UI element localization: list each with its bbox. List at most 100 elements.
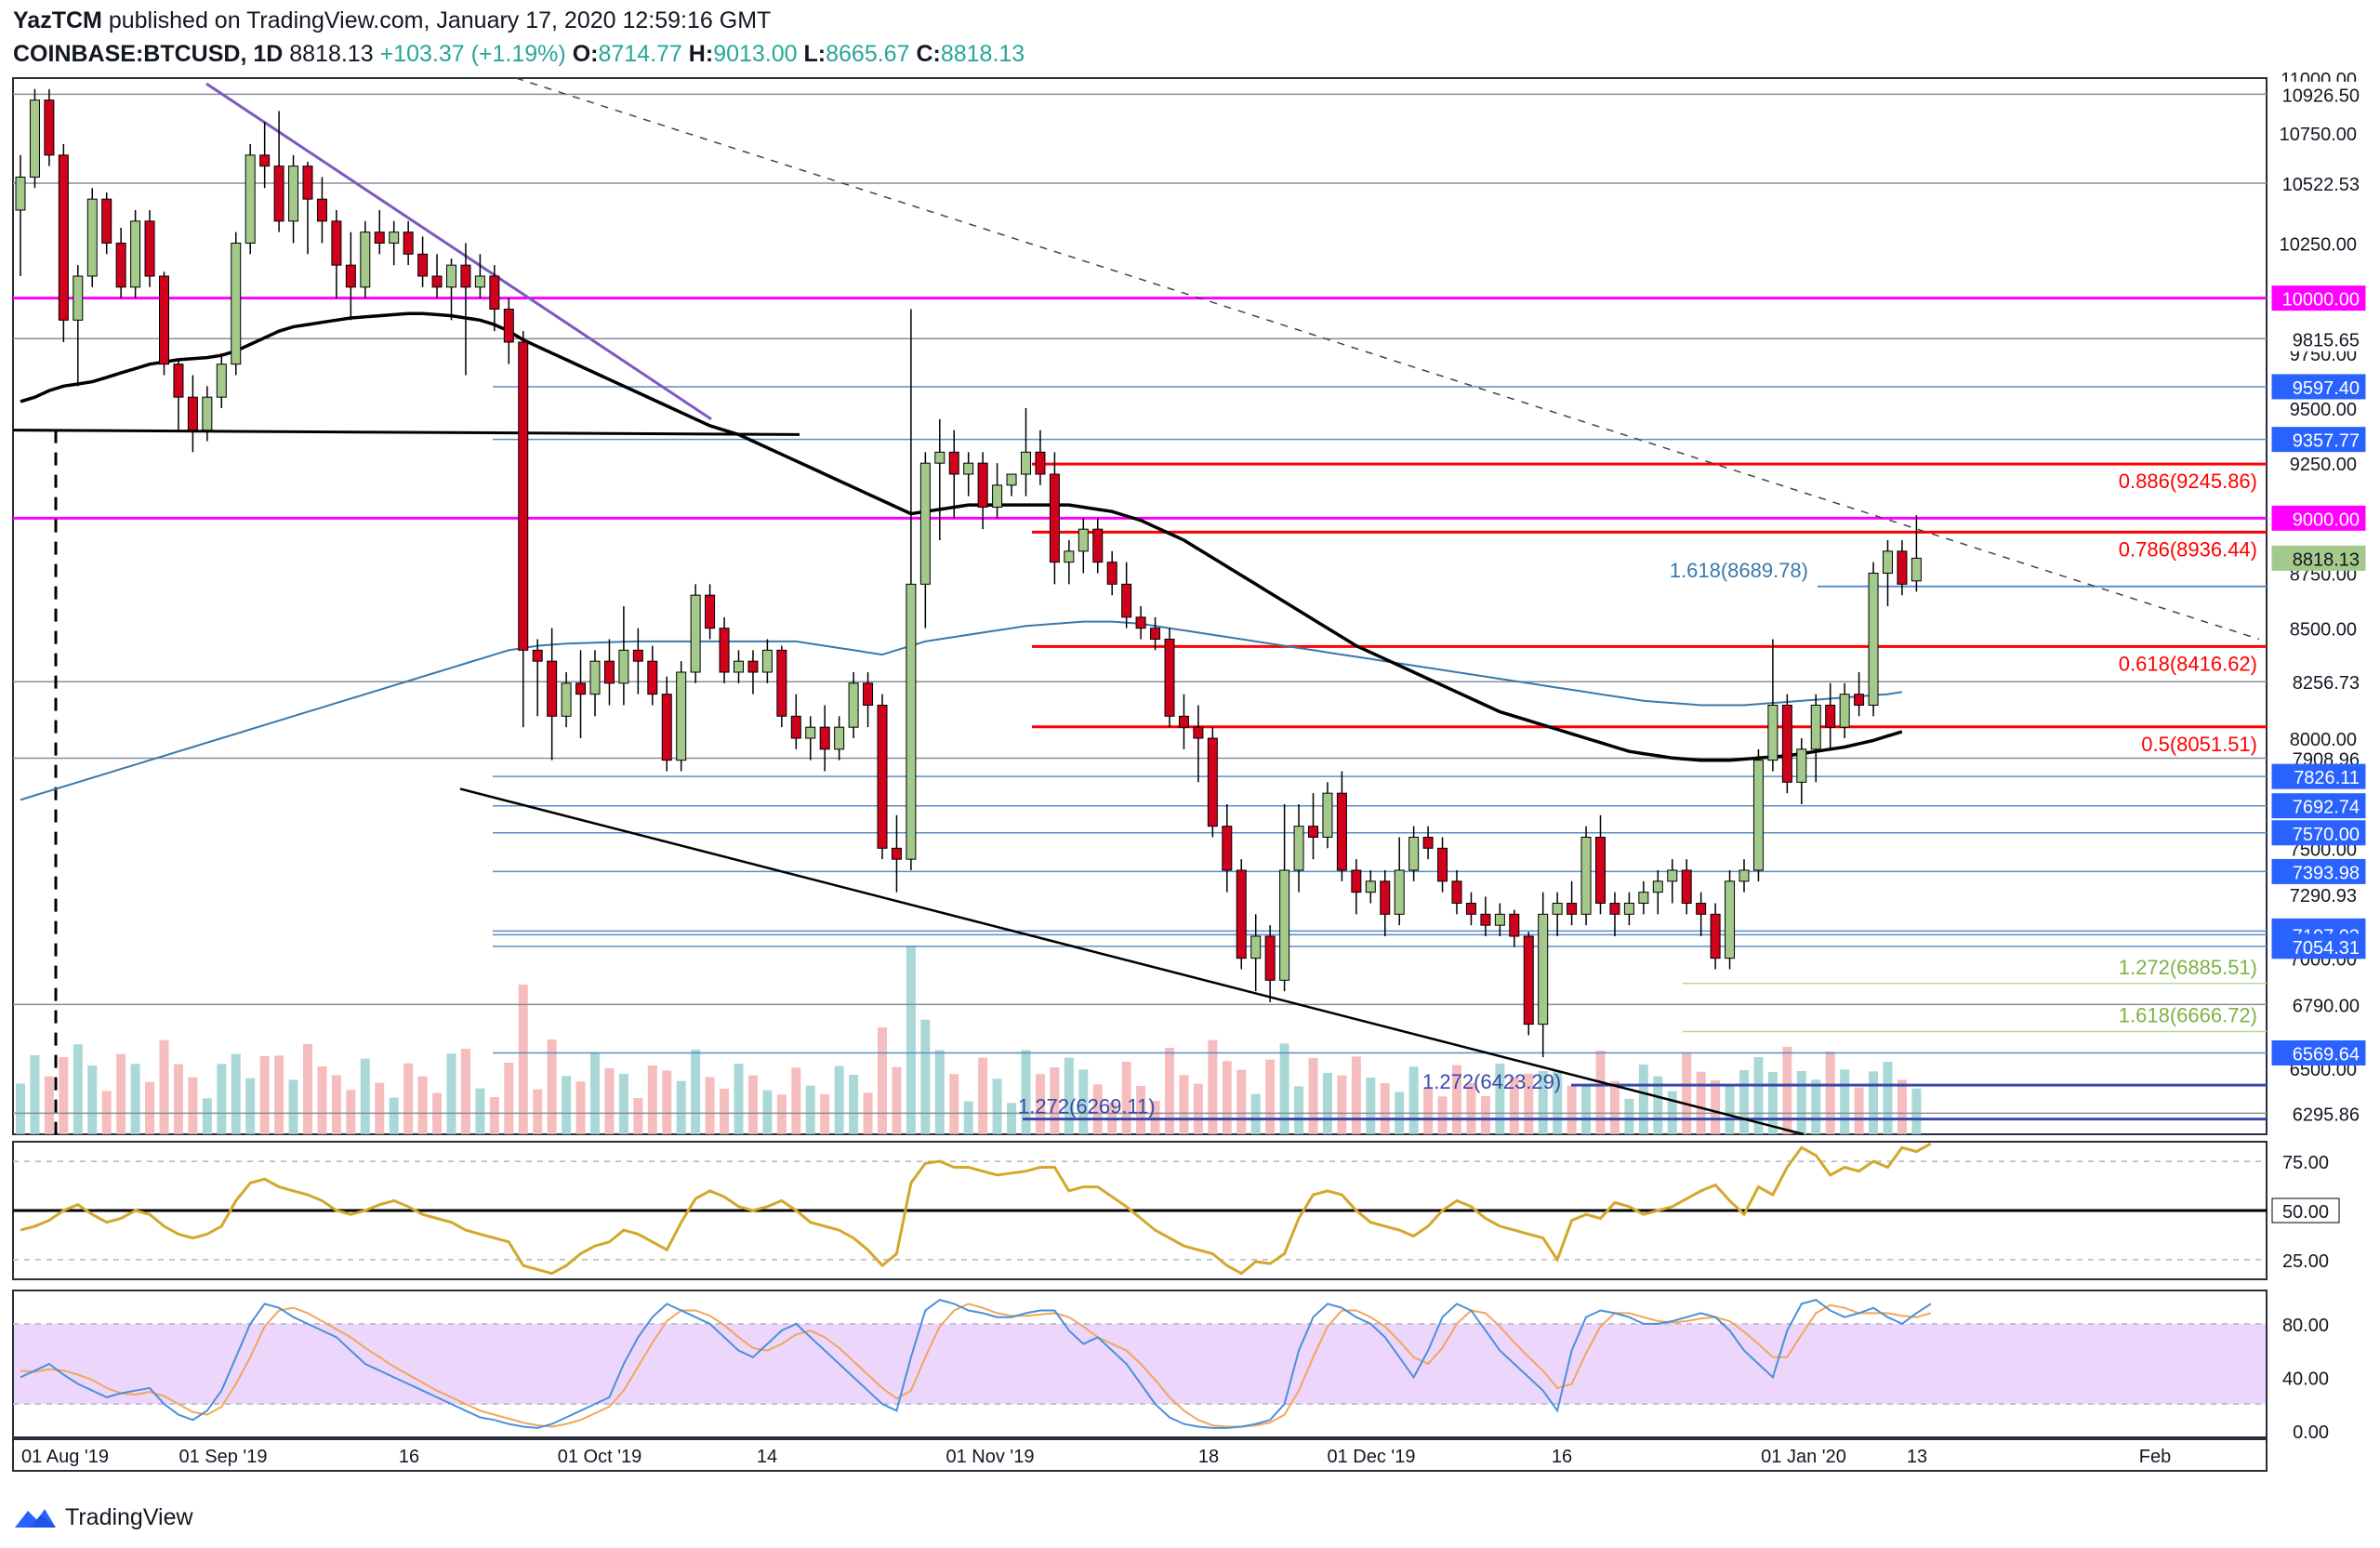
volume-bar [1725,1086,1735,1134]
volume-bar [934,1050,945,1134]
high-value: 9013.00 [713,41,798,67]
symbol-label[interactable]: COINBASE:BTCUSD, 1D [13,41,284,67]
volume-bar [1911,1088,1922,1134]
time-tick-label: 13 [1907,1447,1927,1467]
candle-body [1394,869,1405,915]
volume-bar [1767,1072,1778,1134]
time-tick-label: 16 [399,1447,419,1467]
volume-bar [360,1058,370,1134]
volume-bar [720,1089,730,1134]
volume-bar [906,946,916,1134]
time-tick-label: 14 [757,1447,777,1467]
price-level-label: 8818.13 [2293,549,2360,570]
volume-bar [16,1083,25,1134]
candle-body [690,594,701,673]
stoch-d-line [20,1303,1932,1428]
price-level-badge [2271,793,2366,819]
price-level-badge [2271,1100,2366,1126]
volume-bar [633,1098,643,1134]
extension-label: 1.272(6885.51) [2119,956,2257,979]
time-axis-border [12,1438,2268,1472]
price-level-badge [2271,763,2366,789]
candle-body [1595,837,1606,904]
extension-label: 1.272(6269.11) [1018,1095,1156,1118]
volume-bar [691,1050,701,1134]
volume-bar [489,1097,499,1134]
candle-body [1365,880,1376,893]
candle-body [805,726,816,739]
volume-bar [1466,1083,1476,1134]
volume-bar [1437,1096,1448,1134]
candle-body [1638,892,1649,905]
extension-label: 1.618(6666.72) [2119,1004,2257,1027]
volume-bar [1869,1071,1879,1134]
fib-label: 0.886(9245.86) [2119,470,2257,493]
volume-bar [892,1066,902,1134]
candle-body [417,253,429,277]
candle-body [1178,715,1189,728]
candle-body [202,396,213,431]
volume-bar [1840,1069,1850,1134]
volume-bar [44,1076,54,1134]
price-tick-label: 8000.00 [2290,730,2357,750]
candle-body [705,594,716,629]
volume-bar [705,1077,715,1134]
volume-bar [331,1075,341,1134]
volume-bar [217,1064,227,1134]
volume-bar [1638,1065,1648,1134]
candle-body [1049,473,1060,563]
tradingview-brand[interactable]: TradingView [13,1499,193,1536]
volume-bar [518,985,528,1134]
volume-bar [1883,1062,1893,1134]
price-tick-label: 9500.00 [2290,400,2357,420]
close-value: 8818.13 [940,41,1025,67]
candle-body [1609,903,1620,915]
candle-body [503,309,514,343]
price-level-badge [2271,81,2366,107]
fib-label: 0.786(8936.44) [2119,537,2257,561]
time-axis: 01 Aug '19 01 Sep '19 16 01 Oct '19 14 01 Nov… [21,1447,2171,1467]
candle-body [1854,694,1865,707]
candle-body [1422,837,1434,849]
candle-body [144,220,155,277]
volume-bar [1854,1087,1864,1134]
extension-label: 1.618(8689.78) [1670,559,1808,582]
volume-bar [417,1076,428,1134]
candle-body [1408,837,1420,871]
candle-body [1810,705,1821,750]
candle-body [1911,557,1922,582]
volume-bar [259,1056,270,1134]
price-axis-bg [2268,69,2380,1144]
candle-body [389,232,400,245]
candle-body [992,484,1003,508]
candle-body [547,660,558,717]
candle-body [130,220,141,288]
price-change: +103.37 (+1.19%) [379,41,566,67]
price-tick-label: 9250.00 [2290,455,2357,475]
price-level-label: 9815.65 [2293,330,2360,351]
fib-label: 0.5(8051.51) [2141,733,2257,756]
price-level-label: 7570.00 [2293,825,2360,845]
volume-bar [446,1053,456,1134]
candle-body [1494,913,1505,926]
candle-body [1264,935,1276,981]
candle-body [1293,826,1304,871]
candle-body [919,462,931,585]
candle-body [1193,726,1204,739]
volume-bar [1236,1069,1247,1134]
candle-body [231,243,242,365]
volume-bar [346,1090,356,1134]
candle-body [1696,903,1707,915]
volume-bar [1150,1101,1160,1134]
candle-body [834,726,845,750]
candle-body [1164,639,1175,717]
volume-bar [1179,1075,1189,1134]
candle-body [1250,935,1262,959]
price-level-badge [2271,820,2366,846]
price-level-label: 7692.74 [2293,798,2360,818]
volume-bar [1524,1073,1534,1134]
volume-bar [1165,1048,1174,1134]
candle-body [747,660,759,673]
author-name[interactable]: YazTCM [13,7,102,33]
